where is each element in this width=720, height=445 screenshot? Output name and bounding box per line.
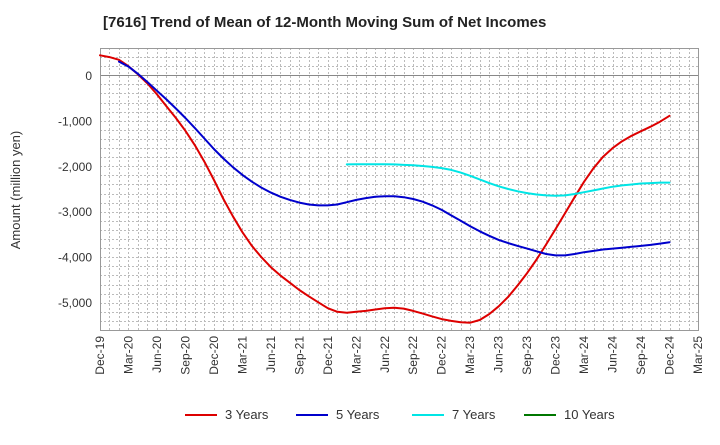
x-tick-label: Mar-24 bbox=[577, 336, 591, 374]
chart-title: [7616] Trend of Mean of 12-Month Moving … bbox=[103, 14, 547, 31]
legend: 3 Years 5 Years 7 Years 10 Years bbox=[185, 407, 615, 422]
y-tick-label: -3,000 bbox=[58, 205, 92, 219]
x-tick-label: Sep-22 bbox=[406, 336, 420, 375]
legend-label-5-years: 5 Years bbox=[336, 407, 380, 422]
x-tick-label: Dec-21 bbox=[321, 336, 335, 375]
y-tick-label: -1,000 bbox=[58, 114, 92, 128]
y-tick-label: -2,000 bbox=[58, 160, 92, 174]
plot-frame bbox=[100, 48, 699, 331]
x-tick-label: Mar-22 bbox=[349, 336, 363, 374]
x-tick-label: Dec-20 bbox=[207, 336, 221, 375]
y-tick-labels: 0 -1,000 -2,000 -3,000 -4,000 -5,000 bbox=[58, 69, 92, 310]
x-tick-label: Mar-20 bbox=[121, 336, 135, 374]
x-tick-label: Mar-23 bbox=[463, 336, 477, 374]
x-tick-label: Dec-22 bbox=[435, 336, 449, 375]
x-tick-label: Jun-21 bbox=[264, 336, 278, 373]
x-tick-label: Jun-20 bbox=[150, 336, 164, 373]
y-axis-label: Amount (million yen) bbox=[8, 131, 23, 250]
x-tick-label: Sep-20 bbox=[178, 336, 192, 375]
series-layer bbox=[99, 54, 671, 324]
grid-layer bbox=[100, 48, 699, 331]
series-line-5-years bbox=[118, 60, 671, 257]
x-tick-label: Dec-24 bbox=[663, 336, 677, 375]
x-tick-labels: Dec-19 Mar-20 Jun-20 Sep-20 Dec-20 Mar-21 Jun-… bbox=[93, 336, 705, 375]
series-line-7-years bbox=[345, 163, 671, 197]
legend-label-7-years: 7 Years bbox=[452, 407, 496, 422]
legend-label-10-years: 10 Years bbox=[564, 407, 615, 422]
x-tick-label: Jun-24 bbox=[606, 336, 620, 373]
x-tick-label: Mar-21 bbox=[235, 336, 249, 374]
y-tick-label: -4,000 bbox=[58, 251, 92, 265]
x-tick-label: Dec-19 bbox=[93, 336, 107, 375]
x-tick-label: Jun-23 bbox=[492, 336, 506, 373]
legend-label-3-years: 3 Years bbox=[225, 407, 269, 422]
x-tick-label: Sep-23 bbox=[520, 336, 534, 375]
x-tick-label: Jun-22 bbox=[378, 336, 392, 373]
x-tick-label: Sep-24 bbox=[634, 336, 648, 375]
y-tick-label: 0 bbox=[85, 69, 92, 83]
x-tick-label: Dec-23 bbox=[549, 336, 563, 375]
x-tick-label: Mar-25 bbox=[691, 336, 705, 374]
x-tick-label: Sep-21 bbox=[292, 336, 306, 375]
series-line-3-years bbox=[99, 54, 671, 324]
y-tick-label: -5,000 bbox=[58, 296, 92, 310]
